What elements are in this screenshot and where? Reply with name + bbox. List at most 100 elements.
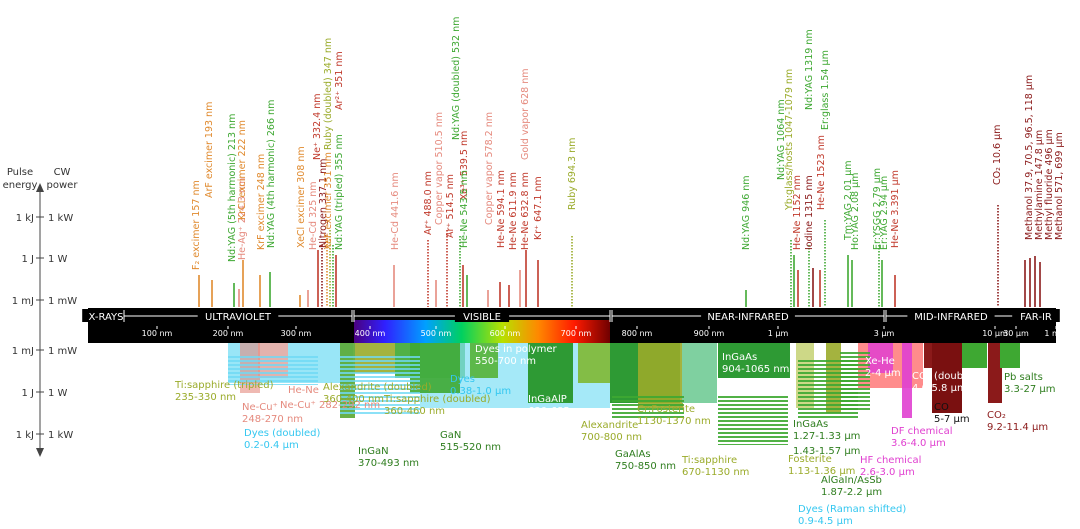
- wavelength-tick-label: 300 nm: [281, 329, 312, 338]
- visible-spectrum-gradient: [354, 320, 610, 343]
- tunable-laser-name: InGaN: [358, 446, 389, 457]
- laser-line-label: Er:YAG 2.94 μm: [879, 176, 890, 250]
- tunable-laser-range: 0.2-0.4 μm: [244, 440, 299, 451]
- laser-line-label: Ar⁺ 488.0 nm: [423, 171, 434, 235]
- band-label: VISIBLE: [463, 312, 501, 323]
- pulse-tick-label: 1 J: [22, 254, 35, 265]
- laser-line-label: Kr⁺ 647.1 nm: [533, 176, 544, 240]
- laser-line-label: Ruby 694.3 nm: [567, 138, 578, 210]
- tunable-laser-name: Fosterite: [788, 454, 832, 465]
- laser-line-label: Xe³⁺ 539.5 nm: [459, 131, 470, 200]
- tunable-laser-range: 904-1065 nm: [722, 364, 789, 375]
- cw-tick-label: 1 W: [48, 254, 68, 265]
- tunable-laser-name: Dyes: [450, 374, 475, 385]
- laser-line-label: Gold vapor 628 nm: [520, 68, 531, 160]
- laser-line-label: Ar⁺ 514.5 nm: [445, 174, 456, 238]
- laser-line-label: XeF excimer 351 nm: [323, 152, 334, 250]
- laser-line-label: Nitrogen 337.1 nm: [318, 159, 329, 248]
- pulse-tick-label: 1 J: [22, 388, 35, 399]
- tunable-laser-range: 3.3-27 μm: [1004, 384, 1056, 395]
- laser-line-label: Nd:YAG (doubled) 532 nm: [451, 17, 462, 140]
- tunable-laser-range: 0.38-1.0 μm: [450, 386, 511, 397]
- wavelength-tick-label: 200 nm: [213, 329, 244, 338]
- tunable-laser-bars: [228, 343, 1020, 445]
- laser-line-label: KrF excimer 248 nm: [256, 154, 267, 250]
- laser-line-label: Copper vapor 578.2 nm: [484, 112, 495, 225]
- laser-line-label: Tm:YAG 2.01 μm: [843, 160, 854, 241]
- tunable-laser-range: 1.43-1.57 μm: [793, 446, 860, 457]
- spectrum-band: X-RAYS ULTRAVIOLET VISIBLE NEAR-INFRARED MID…: [82, 308, 1068, 343]
- tunable-laser-range: 670-1130 nm: [682, 467, 749, 478]
- tunable-laser-name: Dyes (doubled): [244, 428, 320, 439]
- tunable-laser-range: 550-700 nm: [475, 356, 536, 367]
- band-label: NEAR-INFRARED: [707, 312, 789, 323]
- cw-tick-label: 1 W: [48, 388, 68, 399]
- tunable-laser-name: Alexandrite (doubled): [323, 382, 432, 393]
- laser-line-label: Er:YSGG 2.79 μm: [872, 168, 883, 250]
- tunable-laser-range: 515-520 nm: [440, 442, 501, 453]
- tunable-laser-range: 750-850 nm: [615, 461, 676, 472]
- tunable-laser-name: Alexandrite: [581, 420, 638, 431]
- band-label: X-RAYS: [88, 312, 123, 323]
- cw-tick-label: 1 mW: [48, 346, 77, 357]
- tunable-laser-range: 360-460 nm: [384, 406, 445, 417]
- laser-line-label: Iodine 1315 nm: [804, 175, 815, 250]
- band-label: ULTRAVIOLET: [205, 312, 272, 323]
- tunable-laser-range: 1.13-1.36 μm: [788, 466, 855, 477]
- laser-line-label: KrCl excimer 222 nm: [237, 120, 248, 220]
- tunable-laser-range: 360-400 nm: [323, 394, 384, 405]
- tunable-laser-range: 2.6-3.0 μm: [860, 467, 915, 478]
- tunable-laser-labels: Ti:sapphire (tripled)235-330 nm He-Ne Ne-C…: [174, 344, 1056, 527]
- wavelength-tick-label: 400 nm: [355, 329, 386, 338]
- tunable-laser-range: 1.87-2.2 μm: [821, 487, 882, 498]
- tunable-laser-range: 700-800 nm: [581, 432, 642, 443]
- cw-tick-label: 1 mW: [48, 296, 77, 307]
- laser-line-label: Nd:YAG 1319 nm: [804, 29, 815, 110]
- tunable-laser-name: Cr:Fosterite: [637, 404, 695, 415]
- tunable-laser-range: 3.6-4.0 μm: [891, 438, 946, 449]
- pulse-energy-title-2: energy: [3, 180, 38, 191]
- wavelength-tick-label: 900 nm: [694, 329, 725, 338]
- laser-line-label: Methyl fluoride 496 μm: [1044, 129, 1055, 240]
- wavelength-tick-label: 700 nm: [561, 329, 592, 338]
- tunable-laser-name: AlGaIn/AsSb: [821, 475, 882, 486]
- laser-line-label: He-Ne 3.391 μm: [890, 170, 901, 248]
- cw-tick-label: 1 kW: [48, 430, 73, 441]
- wavelength-tick-label: 1 μm: [768, 329, 789, 338]
- wavelength-tick-label: 30 μm: [1003, 329, 1029, 338]
- laser-line-label: XeCl excimer 308 nm: [296, 146, 307, 248]
- wavelength-tick-label: 1 mm: [1044, 329, 1067, 338]
- tunable-laser-range: 630-685 nm: [528, 406, 589, 417]
- tunable-laser-name: Dyes in polymer: [475, 344, 558, 355]
- wavelength-tick-label: 10 μm: [982, 329, 1008, 338]
- laser-line-label: Yb:glass/hosts 1047-1079 nm: [784, 69, 795, 211]
- tunable-laser-name: Ti:sapphire (doubled): [383, 394, 491, 405]
- tunable-laser-range: 370-493 nm: [358, 458, 419, 469]
- laser-line-label: He-Ne 1152 nm: [792, 175, 803, 250]
- tunable-laser-name: Dyes (Raman shifted): [798, 504, 906, 515]
- laser-line-label: ArF excimer 193 nm: [204, 102, 215, 198]
- laser-line-label: Ruby (doubled) 347 nm: [323, 38, 334, 150]
- tunable-laser-name: CO: [934, 402, 949, 413]
- tunable-laser-name: CO₂ (doubled): [912, 371, 982, 382]
- laser-line-label: He-Ne 543.5 nm: [459, 170, 470, 248]
- tunable-laser-range: 2-4 μm: [865, 368, 901, 379]
- tunable-laser-range: 0.9-4.5 μm: [798, 516, 853, 527]
- tunable-laser-name: GaAlAs: [615, 449, 651, 460]
- band-label: MID-INFRARED: [914, 312, 988, 323]
- laser-line-label: He-Cd 441.6 nm: [390, 172, 401, 250]
- cw-tick-label: 1 kW: [48, 213, 73, 224]
- laser-line-label: Nd:YAG 1064 nm: [776, 99, 787, 180]
- tunable-laser-range: 1130-1370 nm: [637, 416, 711, 427]
- tunable-laser-name: Ne-Cu⁺ 282-292 nm: [280, 400, 380, 411]
- laser-line-label: Methylamine 147.8 μm: [1034, 130, 1045, 240]
- laser-line-label: Ho:YAG 2.08 μm: [850, 173, 861, 250]
- tunable-laser-name: InGaAs: [793, 419, 828, 430]
- tunable-laser-range: 4.6-5.8 μm: [912, 383, 967, 394]
- tunable-laser-range: 5-7 μm: [934, 414, 970, 425]
- laser-line-label: Copper vapor 510.5 nm: [434, 112, 445, 225]
- wavelength-tick-label: 800 nm: [622, 329, 653, 338]
- pulse-tick-label: 1 mJ: [12, 296, 34, 307]
- tunable-laser-range: 248-270 nm: [242, 414, 303, 425]
